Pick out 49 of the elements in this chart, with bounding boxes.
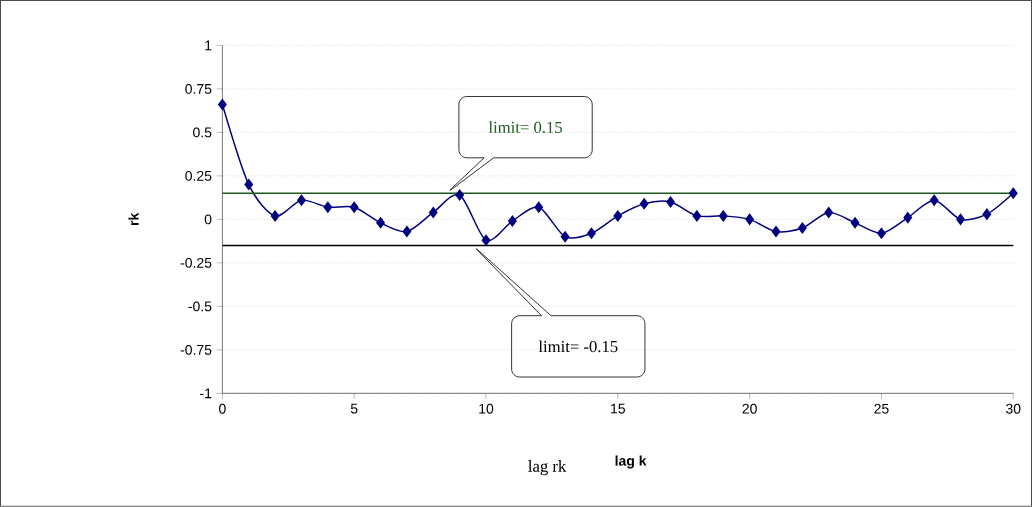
point xyxy=(270,210,280,222)
y-tick-label: -1 xyxy=(200,388,212,399)
y-tick-label: 1 xyxy=(205,40,212,51)
y-tick-label: 0.75 xyxy=(185,84,212,94)
point xyxy=(903,212,913,224)
point xyxy=(850,217,860,229)
point xyxy=(982,208,992,220)
point xyxy=(929,194,939,206)
point xyxy=(798,222,807,234)
point xyxy=(508,215,517,227)
point xyxy=(639,198,649,210)
point xyxy=(218,99,227,111)
point xyxy=(349,201,359,213)
x-tick-label: 5 xyxy=(350,403,358,414)
y-tick-label: 0 xyxy=(204,214,212,225)
x-tick-label: 25 xyxy=(874,403,889,414)
point xyxy=(771,226,781,238)
point xyxy=(455,189,464,201)
point xyxy=(692,210,702,222)
x-tick-label: 10 xyxy=(479,403,494,414)
y-tick-label: -0.5 xyxy=(188,301,212,312)
point xyxy=(824,207,834,219)
point xyxy=(666,196,675,208)
point xyxy=(481,234,491,246)
y-axis-title: rk xyxy=(128,212,139,226)
text: lag rk xyxy=(528,460,567,476)
ref-line-label: limit= -0.15 xyxy=(538,340,618,353)
point xyxy=(560,231,570,243)
x-axis-title: lag k xyxy=(615,455,647,469)
x-tick-label: 30 xyxy=(1006,403,1021,414)
point xyxy=(587,227,596,239)
ref-line-label: limit= 0.15 xyxy=(488,121,562,134)
x-tick-label: 20 xyxy=(742,403,757,414)
y-tick-label: 0.5 xyxy=(193,127,212,138)
x-tick-label: 15 xyxy=(611,403,626,414)
point xyxy=(534,201,544,213)
point xyxy=(376,217,385,229)
y-tick-label: 0.25 xyxy=(185,171,212,181)
point xyxy=(323,201,333,213)
point xyxy=(613,210,623,222)
point xyxy=(877,227,886,239)
point xyxy=(297,194,306,206)
point xyxy=(718,210,728,222)
y-tick-label: -0.25 xyxy=(180,258,212,268)
y-tick-label: -0.75 xyxy=(180,345,212,355)
x-tick-label: 0 xyxy=(219,403,226,414)
point xyxy=(244,179,254,191)
point xyxy=(428,207,438,219)
point xyxy=(402,226,412,238)
